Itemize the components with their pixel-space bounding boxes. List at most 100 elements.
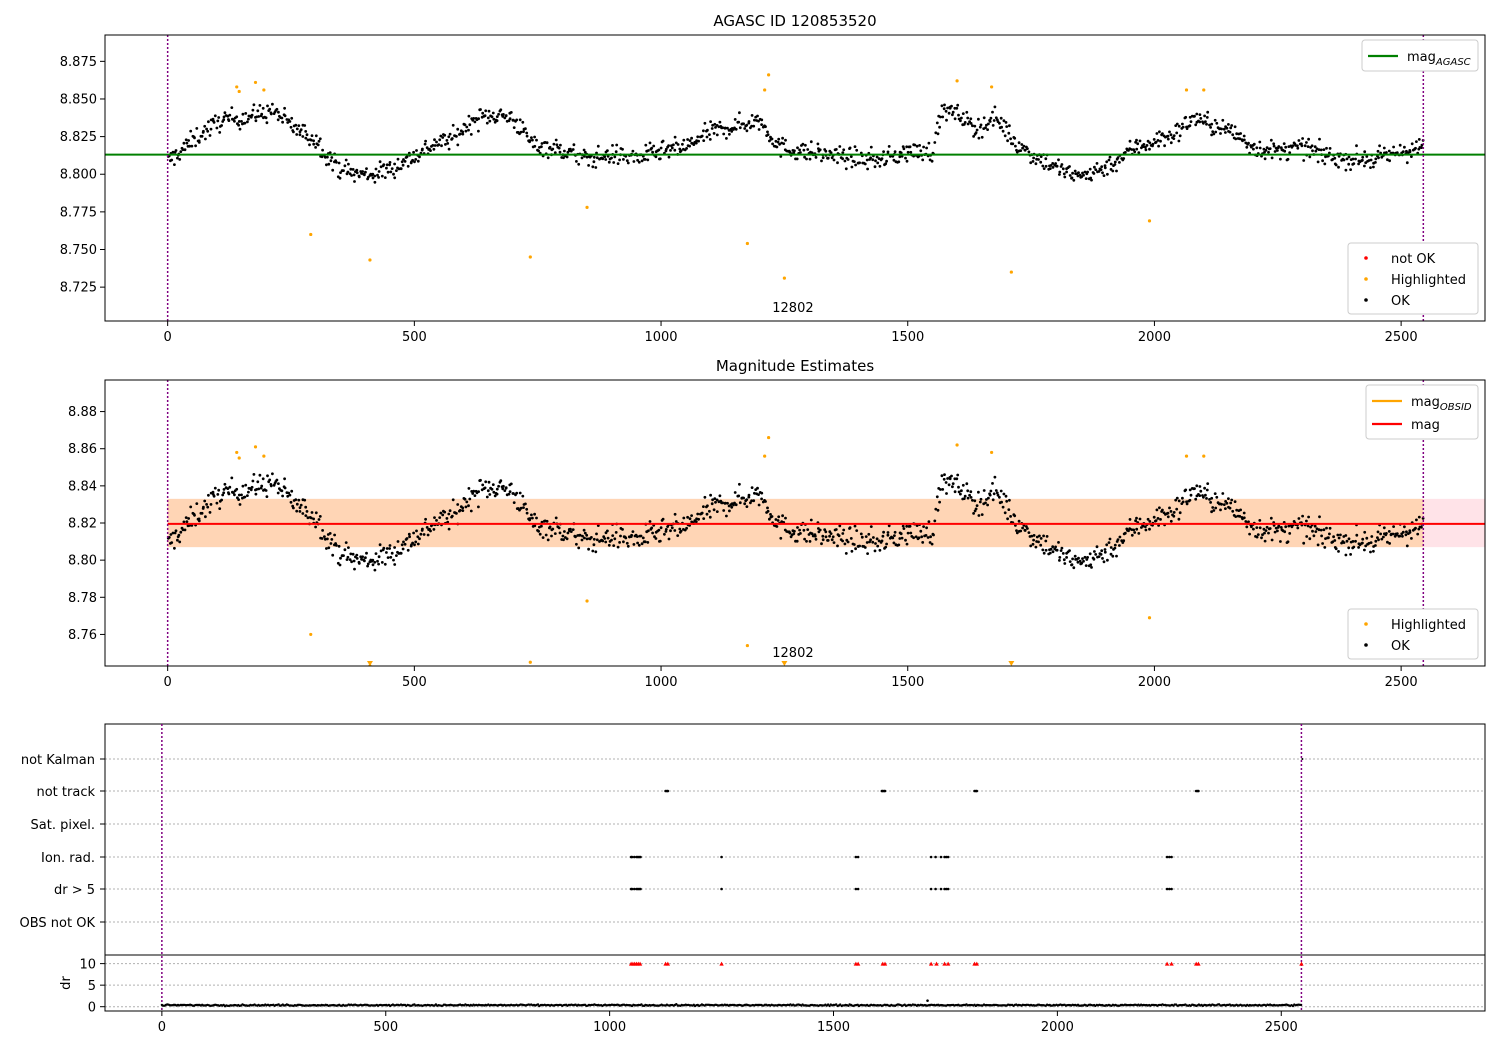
ok-point [808, 157, 812, 161]
ok-point [188, 144, 192, 148]
ok-point [1262, 527, 1266, 531]
ok-point [640, 159, 644, 163]
flag-point [630, 887, 634, 891]
ok-point [956, 473, 960, 477]
highlighted-point [235, 450, 239, 455]
ok-point [1061, 552, 1065, 555]
ok-point [1199, 117, 1203, 120]
ok-point [575, 160, 578, 163]
flag-point [632, 855, 636, 859]
ok-point [563, 530, 566, 533]
ok-point [395, 169, 398, 173]
ok-point [388, 161, 392, 164]
ok-point [644, 143, 648, 147]
ok-point [329, 159, 333, 163]
ok-point [365, 551, 368, 555]
ok-point [281, 120, 284, 124]
ok-point [429, 149, 432, 153]
x-tick-label: 2000 [1138, 330, 1171, 345]
ok-point [1123, 151, 1127, 154]
ok-point [1076, 560, 1080, 564]
ok-point [1083, 170, 1087, 174]
ok-point [203, 499, 207, 503]
ok-point [292, 130, 295, 134]
ok-point [447, 135, 451, 139]
ok-point [304, 505, 308, 509]
ok-point [1273, 150, 1277, 153]
ok-point [1111, 554, 1115, 558]
ok-point [700, 511, 704, 515]
ok-point [991, 482, 994, 485]
flag-point [854, 887, 858, 891]
ok-point [1166, 137, 1170, 141]
ok-point [1135, 147, 1139, 151]
ok-point [1410, 537, 1413, 540]
ok-point [335, 544, 338, 547]
ok-point [1347, 155, 1351, 159]
ok-point [715, 133, 719, 137]
ok-point [1404, 533, 1408, 537]
ok-point [1248, 532, 1251, 536]
ok-point [779, 155, 783, 158]
ok-point [884, 162, 888, 166]
ok-point [694, 520, 698, 524]
ok-point [1060, 163, 1064, 166]
ok-point [1225, 126, 1229, 130]
ok-point [1109, 162, 1113, 166]
ok-point [960, 116, 963, 120]
ok-point [1169, 141, 1173, 145]
ok-point [750, 486, 754, 489]
ok-point [635, 535, 639, 538]
flag-point [943, 855, 946, 859]
ok-point [1113, 160, 1117, 164]
legend-subscript: AGASC [1435, 57, 1471, 68]
ok-point [396, 157, 400, 161]
ok-point [310, 511, 314, 514]
ok-point [882, 530, 885, 534]
ok-point [951, 110, 955, 114]
ok-point [261, 477, 265, 481]
ok-point [768, 517, 771, 521]
ok-point [796, 526, 799, 529]
ok-point [441, 513, 445, 517]
series-ok [166, 472, 1425, 572]
ok-point [283, 106, 286, 110]
ok-point [1219, 132, 1222, 135]
ok-point [337, 161, 341, 165]
ok-point [1100, 165, 1104, 169]
ok-point [1392, 525, 1395, 528]
ok-point [866, 167, 869, 171]
ok-point [1268, 147, 1272, 151]
ok-point [206, 505, 210, 509]
ok-point [388, 547, 391, 550]
ok-point [386, 170, 390, 174]
ok-point [1242, 511, 1246, 515]
ok-point [730, 505, 734, 509]
ok-point [331, 553, 335, 557]
ok-point [380, 561, 384, 564]
x-tick-label: 0 [164, 675, 172, 690]
ok-point [1155, 132, 1159, 135]
ok-point [728, 132, 731, 136]
ok-point [1174, 498, 1178, 502]
ok-point [1405, 161, 1409, 165]
ok-point [366, 562, 370, 566]
ok-point [435, 519, 438, 522]
ok-point [228, 485, 232, 489]
ok-point [631, 530, 635, 533]
ok-point [1344, 168, 1348, 172]
ok-point [1035, 535, 1039, 539]
ok-point [212, 121, 216, 124]
ok-point [979, 497, 983, 501]
ok-point [637, 543, 641, 547]
dr-tick-label: 0 [88, 1001, 96, 1016]
ok-point [905, 542, 909, 546]
ok-point [1151, 142, 1155, 146]
ok-point [919, 529, 923, 533]
ok-point [906, 531, 910, 535]
ok-point [405, 537, 409, 540]
ok-point [752, 499, 756, 503]
ok-point [743, 127, 747, 130]
ok-point [852, 543, 856, 546]
legend-label: Highlighted [1391, 273, 1466, 288]
